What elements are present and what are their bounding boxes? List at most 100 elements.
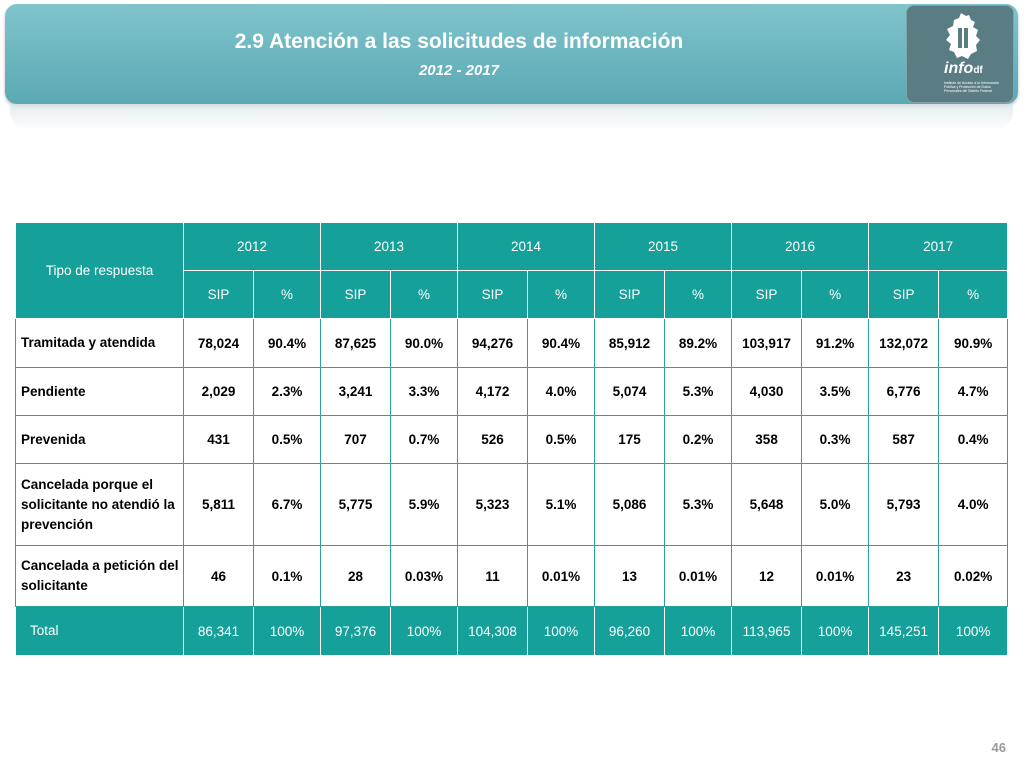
percent-header: % <box>938 270 1009 319</box>
percent-header: % <box>390 270 459 319</box>
cell: 5,793 <box>868 463 940 546</box>
sip-header: SIP <box>457 270 529 319</box>
total-cell: 97,376 <box>320 606 392 656</box>
cell: 5,811 <box>183 463 254 546</box>
table-row: Pendiente 2,029 2.3% 3,241 3.3% 4,172 4.… <box>15 367 1009 416</box>
cell: 90.9% <box>938 318 1009 368</box>
cell: 103,917 <box>731 318 803 368</box>
cell: 0.5% <box>252 415 322 464</box>
total-cell: 96,260 <box>594 606 666 656</box>
sip-header: SIP <box>868 270 940 319</box>
cell: 3,241 <box>320 367 392 416</box>
cell: 431 <box>183 415 254 464</box>
total-cell: 100% <box>390 606 459 656</box>
cell: 13 <box>594 545 666 607</box>
page-title: 2.9 Atención a las solicitudes de inform… <box>234 30 684 53</box>
year-header: 2015 <box>594 222 733 271</box>
sip-header: SIP <box>320 270 392 319</box>
title-banner <box>5 4 1018 104</box>
cell: 5.3% <box>664 463 733 546</box>
total-label: Total <box>15 606 184 656</box>
cell: 0.3% <box>801 415 870 464</box>
table-row: Prevenida 431 0.5% 707 0.7% 526 0.5% 175… <box>15 415 1009 464</box>
city-map-icon <box>946 13 980 59</box>
sip-header: SIP <box>183 270 254 319</box>
cell: 6.7% <box>252 463 322 546</box>
year-header: 2014 <box>457 222 596 271</box>
total-row: Total 86,341 100% 97,376 100% 104,308 10… <box>15 606 1009 656</box>
cell: 587 <box>868 415 940 464</box>
cell: 358 <box>731 415 803 464</box>
total-cell: 100% <box>801 606 870 656</box>
page-subtitle: 2012 - 2017 <box>418 62 500 79</box>
cell: 2,029 <box>183 367 254 416</box>
cell: 90.4% <box>252 318 322 368</box>
table-row: Cancelada porque el solicitante no atend… <box>15 463 1009 546</box>
cell: 6,776 <box>868 367 940 416</box>
cell: 4.7% <box>938 367 1009 416</box>
requests-table: Tipo de respuesta 2012 2013 2014 2015 20… <box>15 222 1009 656</box>
year-header: 2016 <box>731 222 870 271</box>
row-label: Prevenida <box>15 415 184 464</box>
cell: 0.7% <box>390 415 459 464</box>
cell: 5,775 <box>320 463 392 546</box>
year-header: 2013 <box>320 222 459 271</box>
total-cell: 100% <box>527 606 596 656</box>
banner-shadow <box>10 104 1013 130</box>
row-label: Tramitada y atendida <box>15 318 184 368</box>
cell: 89.2% <box>664 318 733 368</box>
total-cell: 100% <box>664 606 733 656</box>
cell: 5,323 <box>457 463 529 546</box>
row-label: Pendiente <box>15 367 184 416</box>
cell: 0.2% <box>664 415 733 464</box>
total-cell: 104,308 <box>457 606 529 656</box>
cell: 707 <box>320 415 392 464</box>
total-cell: 100% <box>938 606 1009 656</box>
cell: 0.01% <box>527 545 596 607</box>
sip-header: SIP <box>731 270 803 319</box>
total-cell: 113,965 <box>731 606 803 656</box>
percent-header: % <box>664 270 733 319</box>
cell: 175 <box>594 415 666 464</box>
cell: 5,648 <box>731 463 803 546</box>
cell: 0.4% <box>938 415 1009 464</box>
cell: 2.3% <box>252 367 322 416</box>
cell: 0.01% <box>801 545 870 607</box>
cell: 11 <box>457 545 529 607</box>
table-row: Cancelada a petición del solicitante 46 … <box>15 545 1009 607</box>
cell: 78,024 <box>183 318 254 368</box>
cell: 28 <box>320 545 392 607</box>
percent-header: % <box>527 270 596 319</box>
cell: 5.3% <box>664 367 733 416</box>
cell: 87,625 <box>320 318 392 368</box>
cell: 12 <box>731 545 803 607</box>
logo-wordmark: infodf <box>944 60 983 77</box>
cell: 5.1% <box>527 463 596 546</box>
cell: 0.01% <box>664 545 733 607</box>
percent-header: % <box>801 270 870 319</box>
cell: 526 <box>457 415 529 464</box>
row-header-label: Tipo de respuesta <box>15 222 184 319</box>
total-cell: 145,251 <box>868 606 940 656</box>
cell: 0.5% <box>527 415 596 464</box>
year-header: 2017 <box>868 222 1009 271</box>
cell: 0.02% <box>938 545 1009 607</box>
cell: 3.5% <box>801 367 870 416</box>
cell: 4.0% <box>938 463 1009 546</box>
row-label: Cancelada a petición del solicitante <box>15 545 184 607</box>
cell: 85,912 <box>594 318 666 368</box>
cell: 91.2% <box>801 318 870 368</box>
cell: 0.1% <box>252 545 322 607</box>
cell: 5,074 <box>594 367 666 416</box>
sip-header: SIP <box>594 270 666 319</box>
year-header: 2012 <box>182 222 322 271</box>
cell: 5.0% <box>801 463 870 546</box>
percent-header: % <box>252 270 322 319</box>
page-number: 46 <box>991 740 1006 755</box>
cell: 23 <box>868 545 940 607</box>
total-cell: 100% <box>252 606 322 656</box>
logo-fine-print: Instituto de Acceso a la Información Púb… <box>944 81 1000 93</box>
total-cell: 86,341 <box>183 606 254 656</box>
cell: 4,030 <box>731 367 803 416</box>
cell: 4.0% <box>527 367 596 416</box>
